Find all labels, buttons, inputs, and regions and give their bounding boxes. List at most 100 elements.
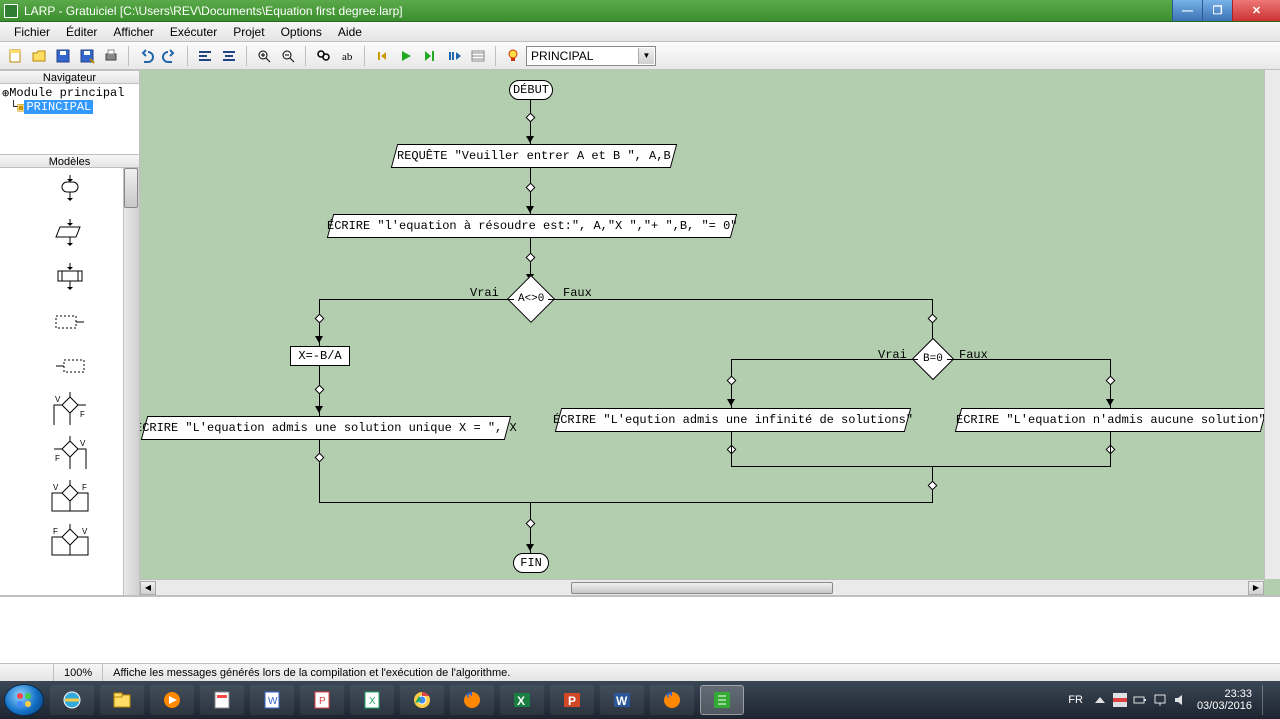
zoom-in-icon[interactable] [253,45,275,67]
canvas-vscroll[interactable] [1264,70,1280,579]
node-request[interactable]: REQUÊTE "Veuiller entrer A et B ", A,B [391,144,677,168]
node-write2[interactable]: ÉCRIRE "L'equation admis une solution un… [141,416,511,440]
save-as-icon[interactable] [76,45,98,67]
zoom-out-icon[interactable] [277,45,299,67]
scroll-thumb[interactable] [571,582,833,594]
taskbar-explorer[interactable] [100,685,144,715]
tray-lang[interactable]: FR [1068,694,1083,706]
svg-text:V: V [55,395,61,404]
tree-child[interactable]: └▣PRINCIPAL [2,100,137,114]
menu-projet[interactable]: Projet [225,23,272,41]
help-bulb-icon[interactable] [502,45,524,67]
node-end[interactable]: FIN [513,553,549,573]
model-decision-fv[interactable]: FV [0,432,139,476]
undo-icon[interactable] [135,45,157,67]
show-desktop-button[interactable] [1262,685,1270,715]
menu-editer[interactable]: Éditer [58,23,105,41]
taskbar-chrome[interactable] [400,685,444,715]
node-write3[interactable]: ÉCRIRE "L'eqution admis une infinité de … [555,408,911,432]
new-icon[interactable] [4,45,26,67]
arrow-icon [315,406,323,413]
taskbar-larp[interactable] [700,685,744,715]
minimize-button[interactable]: — [1172,0,1202,21]
taskbar-word-lo[interactable]: W [250,685,294,715]
app-icon [4,4,18,18]
print-icon[interactable] [100,45,122,67]
taskbar-ie[interactable] [50,685,94,715]
scroll-left-icon[interactable]: ◀ [140,581,156,595]
flowchart-canvas[interactable]: DÉBUT REQUÊTE "Veuiller entrer A et B ",… [144,74,1266,581]
menu-options[interactable]: Options [273,23,330,41]
tray-up-icon[interactable] [1093,693,1107,707]
align-left-icon[interactable] [194,45,216,67]
window-title: LARP - Gratuiciel [C:\Users\REV\Document… [24,4,1172,18]
module-combo[interactable]: PRINCIPAL ▼ [526,46,656,66]
model-dashed-left[interactable] [0,300,139,344]
connector [548,299,932,300]
output-pane[interactable] [0,596,1280,663]
node-write1[interactable]: ÉCRIRE "l'equation à résoudre est:", A,"… [327,214,737,238]
taskbar-word[interactable]: W [600,685,644,715]
connector [731,432,732,466]
taskbar-libreoffice[interactable] [200,685,244,715]
model-process[interactable] [0,256,139,300]
canvas-hscroll[interactable]: ◀ ▶ [140,579,1264,595]
flag-icon[interactable] [1113,693,1127,707]
models-scrollbar[interactable] [123,168,139,595]
step-icon[interactable] [419,45,441,67]
scroll-right-icon[interactable]: ▶ [1248,581,1264,595]
menu-afficher[interactable]: Afficher [105,23,161,41]
model-start-end[interactable] [0,168,139,212]
align-center-icon[interactable] [218,45,240,67]
taskbar-firefox[interactable] [450,685,494,715]
connector-dot [526,519,536,529]
taskbar-excel[interactable]: X [500,685,544,715]
model-both-vf[interactable]: VF [0,476,139,520]
close-button[interactable]: ✕ [1232,0,1280,21]
connector-dot [1106,376,1116,386]
network-icon[interactable] [1153,693,1167,707]
find-toggle-icon[interactable]: ab [336,45,358,67]
find-icon[interactable] [312,45,334,67]
menu-fichier[interactable]: Fichier [6,23,58,41]
tree-root[interactable]: ⊕Module principal [2,86,137,100]
svg-text:P: P [319,696,326,707]
menu-bar: Fichier Éditer Afficher Exécuter Projet … [0,22,1280,42]
menu-aide[interactable]: Aide [330,23,370,41]
tray-clock[interactable]: 23:33 03/03/2016 [1197,688,1252,712]
node-start[interactable]: DÉBUT [509,80,553,100]
save-icon[interactable] [52,45,74,67]
volume-icon[interactable] [1173,693,1187,707]
scroll-track[interactable] [156,581,1248,595]
arrow-icon [526,136,534,143]
navigator-panel[interactable]: ⊕Module principal └▣PRINCIPAL [0,84,139,154]
connector [530,100,531,295]
model-both-fv[interactable]: FV [0,520,139,564]
toolbar-separator [128,46,129,66]
step-over-icon[interactable] [443,45,465,67]
redo-icon[interactable] [159,45,181,67]
taskbar-firefox2[interactable] [650,685,694,715]
node-write4[interactable]: ÉCRIRE "L'equation n'admis aucune soluti… [955,408,1267,432]
model-dashed-right[interactable] [0,344,139,388]
taskbar-ppt-lo[interactable]: P [300,685,344,715]
svg-text:V: V [82,527,88,536]
scrollbar-thumb[interactable] [124,168,138,208]
console-icon[interactable] [467,45,489,67]
step-back-icon[interactable] [371,45,393,67]
taskbar-powerpoint[interactable]: P [550,685,594,715]
open-icon[interactable] [28,45,50,67]
maximize-button[interactable]: ❐ [1202,0,1232,21]
taskbar-wmp[interactable] [150,685,194,715]
canvas[interactable]: DÉBUT REQUÊTE "Veuiller entrer A et B ",… [140,70,1280,595]
model-io[interactable] [0,212,139,256]
taskbar-excel-lo[interactable]: X [350,685,394,715]
node-assign[interactable]: X=-B/A [290,346,350,366]
power-icon[interactable] [1133,693,1147,707]
menu-executer[interactable]: Exécuter [162,23,225,41]
start-button[interactable] [4,684,44,716]
model-decision-vf[interactable]: VF [0,388,139,432]
connector [947,359,1110,360]
run-icon[interactable] [395,45,417,67]
chevron-down-icon[interactable]: ▼ [638,48,654,64]
